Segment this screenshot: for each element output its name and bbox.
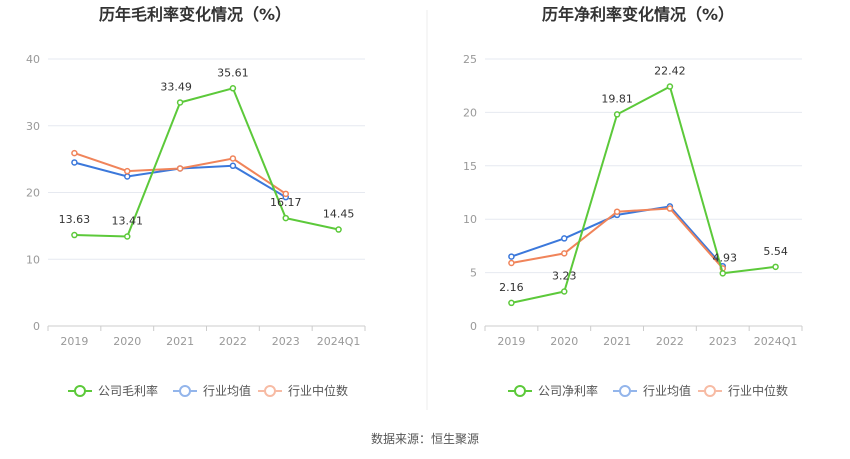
x-tick-label: 2019 <box>60 335 88 348</box>
legend-label: 行业均值 <box>203 383 251 398</box>
legend-marker <box>74 385 86 397</box>
data-point <box>176 99 184 106</box>
y-tick-label: 10 <box>26 253 40 266</box>
data-label: 35.61 <box>217 66 249 79</box>
legend-marker <box>619 385 631 397</box>
x-tick-label: 2021 <box>603 335 631 348</box>
data-point <box>71 159 78 166</box>
series-line <box>74 87 339 238</box>
data-label: 22.42 <box>654 65 686 78</box>
data-point <box>229 162 237 170</box>
data-point <box>176 165 184 172</box>
legend-label: 公司净利率 <box>538 383 598 398</box>
chart-title: 历年净利率变化情况（%） <box>542 5 734 24</box>
y-tick-label: 25 <box>463 53 477 66</box>
y-tick-label: 0 <box>33 320 40 333</box>
legend-marker <box>704 385 716 397</box>
series-company: 2.16 3.23 19.81 22.42 4.93 5.54 <box>499 65 788 307</box>
chart-title: 历年毛利率变化情况（%） <box>99 5 291 24</box>
y-tick-label: 30 <box>26 120 40 133</box>
legend-marker <box>514 385 526 397</box>
x-tick-label: 2022 <box>219 335 247 348</box>
data-point <box>282 214 289 222</box>
x-tick-label: 2021 <box>166 335 194 348</box>
data-point <box>561 250 568 257</box>
data-label: 16.17 <box>270 196 302 209</box>
data-point <box>124 173 131 180</box>
data-label: 5.54 <box>763 245 788 258</box>
legend-item: 行业均值 <box>613 383 691 398</box>
data-point <box>666 205 674 212</box>
y-tick-label: 5 <box>470 267 477 280</box>
data-label: 13.41 <box>112 214 144 227</box>
data-point <box>508 253 515 260</box>
legend-item: 公司毛利率 <box>68 383 158 398</box>
x-tick-label: 2019 <box>497 335 525 348</box>
legend: 公司毛利率 行业均值 行业中位数 <box>68 383 348 398</box>
data-point <box>508 299 515 307</box>
x-tick-label: 2020 <box>113 335 141 348</box>
x-tick-label: 2023 <box>709 335 737 348</box>
x-tick-label: 2024Q1 <box>754 335 798 348</box>
data-point <box>561 288 568 295</box>
data-point <box>613 111 621 118</box>
data-label: 14.45 <box>323 208 355 221</box>
x-tick-label: 2022 <box>656 335 684 348</box>
data-point <box>613 208 621 215</box>
legend-item: 公司净利率 <box>508 383 598 398</box>
data-label: 4.93 <box>713 251 738 264</box>
data-label: 33.49 <box>160 80 192 93</box>
chart-2: 历年净利率变化情况（%） 0 5 10 15 20 25 2019 2020 2021 2022 20… <box>463 5 803 398</box>
y-tick-label: 15 <box>463 160 477 173</box>
data-point <box>124 233 131 240</box>
legend-label: 行业中位数 <box>288 383 348 398</box>
data-point <box>561 235 568 242</box>
legend-item: 行业中位数 <box>698 383 788 398</box>
data-label: 3.23 <box>552 270 577 283</box>
data-point <box>124 167 131 175</box>
data-point <box>335 226 342 233</box>
data-point <box>666 83 674 90</box>
y-tick-label: 20 <box>26 187 40 200</box>
chart-1: 历年毛利率变化情况（%） 0 10 20 30 40 2019 2020 2021 2022 202… <box>26 5 366 398</box>
x-tick-label: 2024Q1 <box>317 335 361 348</box>
data-point <box>719 270 726 277</box>
y-tick-label: 0 <box>470 320 477 333</box>
x-tick-label: 2020 <box>550 335 578 348</box>
legend-label: 行业均值 <box>643 383 691 398</box>
x-tick-label: 2023 <box>272 335 300 348</box>
legend: 公司净利率 行业均值 行业中位数 <box>508 383 788 398</box>
legend-marker <box>264 385 276 397</box>
data-label: 19.81 <box>601 92 633 105</box>
y-tick-label: 40 <box>26 53 40 66</box>
data-point <box>229 155 237 162</box>
series-line <box>511 85 776 304</box>
y-tick-label: 10 <box>463 213 477 226</box>
legend-label: 公司毛利率 <box>98 383 158 398</box>
data-point <box>282 190 289 198</box>
data-point <box>71 231 78 239</box>
data-point <box>71 149 78 157</box>
data-point <box>772 263 779 271</box>
data-label: 2.16 <box>499 281 524 294</box>
legend-marker <box>179 385 191 397</box>
source-note: 数据来源：恒生聚源 <box>371 431 479 446</box>
data-label: 13.63 <box>59 213 91 226</box>
y-tick-label: 20 <box>463 106 477 119</box>
legend-item: 行业均值 <box>173 383 251 398</box>
series-company: 13.63 13.41 33.49 35.61 16.17 14.45 <box>59 66 355 240</box>
data-point <box>229 85 237 92</box>
legend-item: 行业中位数 <box>258 383 348 398</box>
legend-label: 行业中位数 <box>728 383 788 398</box>
series-industry_median <box>71 149 289 198</box>
series-line <box>74 152 287 195</box>
data-point <box>508 259 515 267</box>
